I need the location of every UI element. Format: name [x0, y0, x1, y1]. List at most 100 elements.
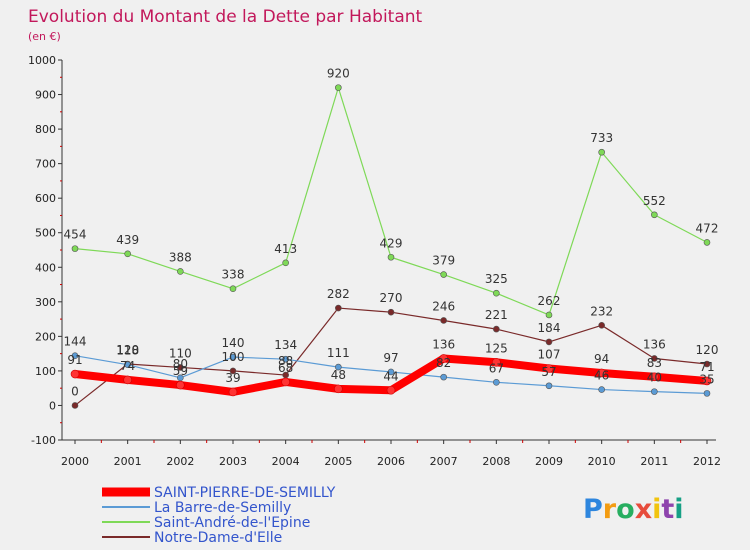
data-label: 0 — [71, 384, 79, 398]
data-label: 83 — [647, 356, 662, 370]
data-label: 40 — [647, 371, 662, 385]
data-label: 80 — [173, 357, 188, 371]
data-point — [177, 268, 184, 275]
data-point — [71, 402, 79, 409]
data-point — [440, 271, 447, 278]
data-label: 59 — [173, 364, 188, 378]
series-3 — [71, 304, 711, 409]
data-label: 439 — [116, 233, 139, 247]
data-point — [70, 369, 80, 379]
data-label: 413 — [274, 242, 297, 256]
data-point — [387, 253, 395, 261]
data-label: 136 — [643, 337, 666, 351]
legend-label: La Barre-de-Semilly — [154, 500, 291, 516]
data-label: 338 — [222, 268, 245, 282]
data-point — [123, 375, 132, 385]
data-point — [493, 325, 500, 333]
x-tick-label: 2009 — [535, 455, 563, 468]
data-point — [544, 364, 554, 373]
data-label: 282 — [327, 287, 350, 301]
legend-label: SAINT-PIERRE-DE-SEMILLY — [154, 485, 336, 501]
data-point — [335, 304, 342, 312]
data-label: 552 — [643, 194, 666, 208]
data-point — [651, 355, 658, 362]
data-point — [703, 360, 711, 368]
legend-label: Notre-Dame-d'Elle — [154, 530, 282, 546]
data-label: 379 — [432, 254, 455, 268]
data-label: 100 — [222, 350, 245, 364]
data-label: 429 — [380, 236, 403, 250]
data-point — [386, 385, 396, 395]
data-point — [177, 364, 184, 371]
series-1 — [71, 352, 711, 397]
data-point — [439, 354, 448, 363]
data-label: 454 — [64, 228, 87, 242]
x-tick-label: 2012 — [693, 455, 721, 468]
data-point — [545, 382, 553, 390]
data-label: 325 — [485, 272, 508, 286]
data-point — [124, 361, 131, 368]
data-label: 35 — [699, 372, 714, 386]
data-label: 134 — [274, 338, 297, 352]
data-point — [335, 84, 342, 91]
x-tick-label: 2004 — [272, 455, 300, 468]
data-point — [281, 377, 290, 387]
data-label: 97 — [383, 351, 398, 365]
data-point — [651, 388, 658, 395]
data-label: 110 — [169, 346, 192, 360]
y-tick-label: 900 — [35, 89, 56, 102]
series-group: 454 439 388 338 413 920 429 379 325 262 733 552 472 0… — [64, 67, 719, 409]
data-point — [334, 384, 343, 394]
data-label: 111 — [327, 346, 350, 360]
data-label: 39 — [225, 371, 240, 385]
y-tick-label: 600 — [35, 192, 56, 205]
data-label: 82 — [436, 356, 451, 370]
data-point — [440, 373, 447, 381]
x-tick-label: 2005 — [324, 455, 352, 468]
data-label: 232 — [590, 304, 613, 318]
data-point — [228, 387, 238, 397]
data-label: 140 — [222, 336, 245, 350]
data-point — [650, 372, 659, 382]
data-label: 94 — [594, 352, 609, 366]
data-point — [651, 211, 658, 219]
data-point — [335, 363, 342, 371]
y-tick-label: 1000 — [28, 54, 56, 67]
data-label: 44 — [383, 369, 398, 383]
y-tick-label: 200 — [35, 330, 56, 343]
series-0 — [70, 354, 712, 397]
data-point — [229, 285, 237, 292]
y-tick-label: 500 — [35, 227, 56, 240]
x-tick-label: 2001 — [114, 455, 142, 468]
chart-subtitle: (en €) — [28, 30, 61, 43]
data-label: 184 — [538, 321, 561, 335]
data-point — [492, 357, 501, 367]
data-label: 246 — [432, 299, 455, 313]
data-label: 107 — [538, 347, 561, 361]
data-label: 120 — [116, 343, 139, 357]
x-tick-label: 2006 — [377, 455, 405, 468]
axes: -100010020030040050060070080090010002000… — [28, 54, 721, 468]
brand-logo: Proxiti — [583, 494, 684, 525]
data-point — [702, 376, 712, 386]
data-point — [545, 338, 553, 346]
data-point — [71, 352, 79, 360]
data-label: 67 — [489, 361, 504, 375]
y-tick-label: 100 — [35, 365, 56, 378]
data-label: 221 — [485, 308, 508, 322]
x-tick-label: 2002 — [166, 455, 194, 468]
data-point — [597, 368, 606, 378]
x-tick-label: 2003 — [219, 455, 247, 468]
series-2 — [71, 84, 711, 319]
chart-title: Evolution du Montant de la Dette par Hab… — [28, 7, 423, 27]
data-label: 48 — [331, 368, 346, 382]
data-point — [493, 379, 500, 386]
data-labels: 454 439 388 338 413 920 429 379 325 262 733 552 472 0… — [64, 67, 719, 399]
data-label: 125 — [485, 341, 508, 355]
data-label: 71 — [699, 360, 714, 374]
data-label: 91 — [67, 353, 82, 367]
data-label: 88 — [278, 354, 293, 368]
data-point — [598, 386, 605, 393]
data-point — [229, 353, 237, 361]
